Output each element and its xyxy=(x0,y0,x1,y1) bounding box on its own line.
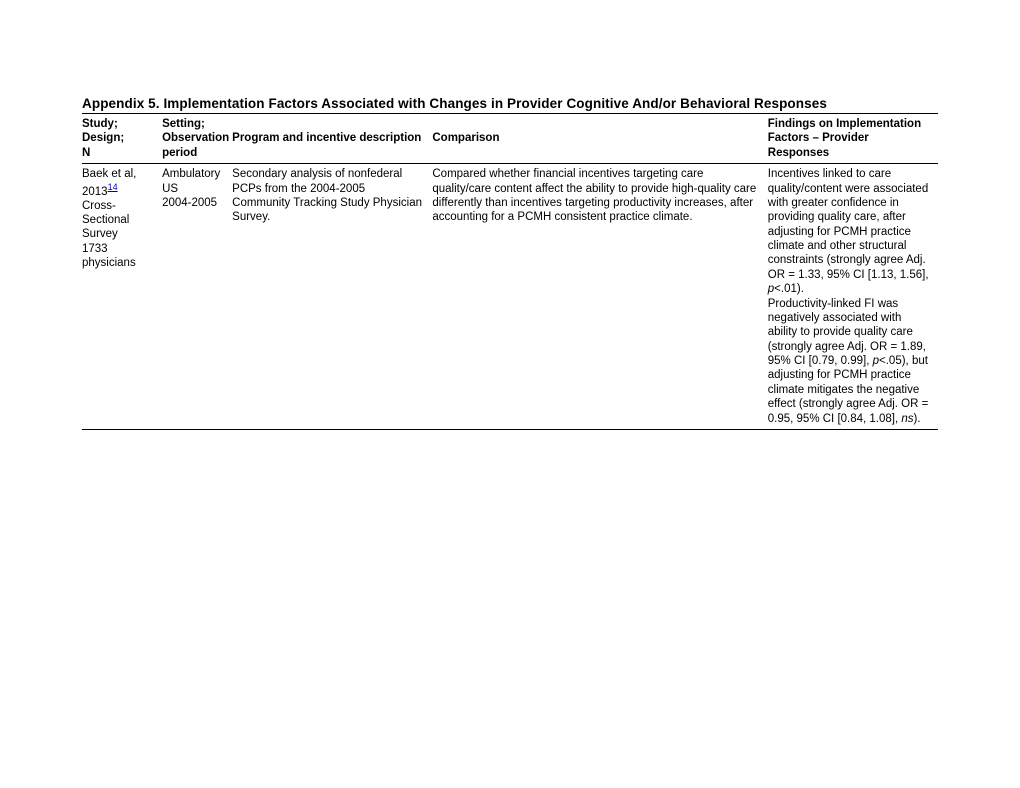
findings-stat: ns xyxy=(901,413,913,425)
findings-text: <.01). xyxy=(774,283,804,295)
data-table: Study; Design;N Setting; Observation per… xyxy=(82,113,938,430)
findings-text: Incentives linked to care quality/conten… xyxy=(768,168,929,281)
cell-study: Baek et al, 201314 Cross-Sectional Surve… xyxy=(82,164,162,430)
table-row: Baek et al, 201314 Cross-Sectional Surve… xyxy=(82,164,938,430)
study-design: Cross-Sectional Survey1733 physicians xyxy=(82,200,136,270)
cell-program: Secondary analysis of nonfederal PCPs fr… xyxy=(232,164,432,430)
header-comparison: Comparison xyxy=(432,114,767,164)
header-setting: Setting; Observation period xyxy=(162,114,232,164)
header-program: Program and incentive description xyxy=(232,114,432,164)
cell-comparison: Compared whether financial incentives ta… xyxy=(432,164,767,430)
table-header-row: Study; Design;N Setting; Observation per… xyxy=(82,114,938,164)
findings-text: ). xyxy=(914,413,921,425)
document-page: Appendix 5. Implementation Factors Assoc… xyxy=(0,0,1020,430)
header-study: Study; Design;N xyxy=(82,114,162,164)
appendix-title: Appendix 5. Implementation Factors Assoc… xyxy=(82,96,938,111)
citation-link[interactable]: 14 xyxy=(108,182,118,192)
header-findings: Findings on Implementation Factors – Pro… xyxy=(768,114,938,164)
cell-findings: Incentives linked to care quality/conten… xyxy=(768,164,938,430)
cell-setting: AmbulatoryUS2004-2005 xyxy=(162,164,232,430)
